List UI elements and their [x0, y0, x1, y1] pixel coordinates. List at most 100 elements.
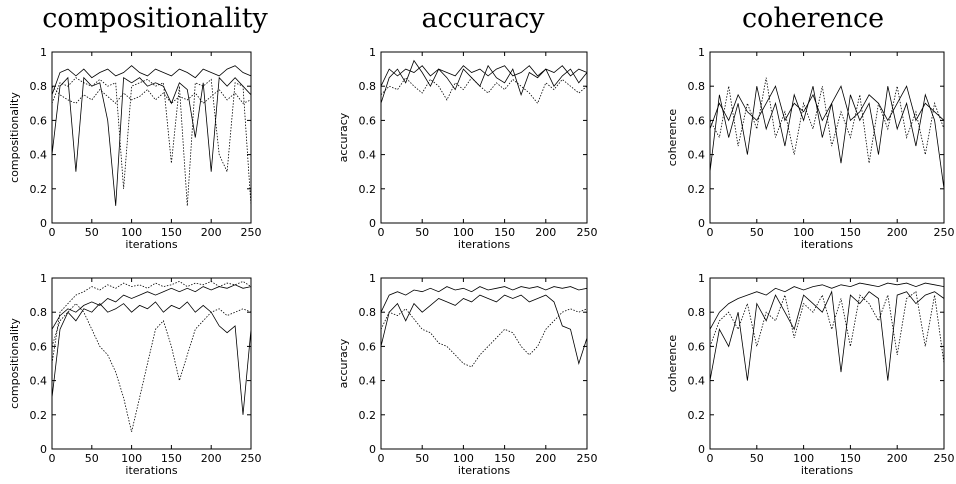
- x-tick-label: 0: [707, 226, 714, 239]
- y-tick-label: 0.2: [359, 409, 377, 422]
- y-tick-label: 1: [40, 46, 47, 59]
- series-line-2: [380, 77, 588, 105]
- chart-panel-bottom-right: 0 50 100 150 200 250 0 0.2 0.4 0.6 0.8 1 iterations c…: [666, 272, 955, 477]
- x-tick-label: 50: [750, 452, 764, 465]
- x-axis-label: iterations: [801, 238, 853, 251]
- x-tick-label: 100: [793, 226, 814, 239]
- y-tick-label: 0.6: [688, 340, 706, 353]
- x-tick-label: 250: [241, 226, 262, 239]
- plot-frame: [51, 277, 252, 450]
- y-tick-label: 0.8: [359, 306, 377, 319]
- y-tick-label: 0.4: [688, 375, 706, 388]
- y-tick-label: 0.8: [30, 306, 48, 319]
- y-tick-label: 0.2: [688, 183, 706, 196]
- plot-frame: [51, 51, 252, 224]
- x-tick-label: 200: [887, 226, 908, 239]
- y-axis-label: accuracy: [337, 112, 350, 162]
- y-tick-label: 0.4: [688, 149, 706, 162]
- series-line-3: [380, 65, 588, 87]
- series-line-2: [709, 77, 945, 164]
- x-tick-label: 0: [378, 452, 385, 465]
- x-tick-label: 200: [201, 452, 222, 465]
- series-line-4: [51, 284, 252, 330]
- x-axis-label: iterations: [458, 464, 510, 477]
- x-tick-label: 50: [85, 452, 99, 465]
- series-line-1: [380, 59, 588, 104]
- y-tick-label: 0.8: [359, 80, 377, 93]
- series-line-1: [51, 301, 252, 415]
- y-tick-label: 1: [369, 46, 376, 59]
- column-title-coherence: coherence: [742, 3, 884, 34]
- series-line-1: [380, 294, 588, 365]
- x-tick-label: 0: [49, 226, 56, 239]
- series-line-4: [51, 85, 252, 104]
- x-tick-label: 150: [494, 452, 515, 465]
- y-tick-label: 0: [40, 217, 47, 230]
- y-tick-label: 0.4: [30, 149, 48, 162]
- series-line-1: [709, 290, 945, 381]
- x-tick-label: 200: [535, 452, 556, 465]
- series-line-2: [51, 303, 252, 432]
- y-axis-label: coherence: [666, 335, 679, 393]
- y-tick-label: 0: [698, 217, 705, 230]
- x-tick-label: 100: [453, 452, 474, 465]
- y-tick-label: 0.8: [688, 80, 706, 93]
- series-line-2: [709, 290, 945, 364]
- y-tick-label: 0: [40, 443, 47, 456]
- x-axis-label: iterations: [125, 464, 177, 477]
- y-tick-label: 0: [698, 443, 705, 456]
- plot-frame: [380, 277, 588, 450]
- y-tick-label: 1: [40, 272, 47, 285]
- series-line-3: [709, 282, 945, 330]
- y-tick-label: 0.2: [30, 183, 48, 196]
- y-tick-label: 1: [698, 46, 705, 59]
- x-tick-label: 150: [840, 452, 861, 465]
- x-tick-label: 150: [840, 226, 861, 239]
- series-line-3: [709, 85, 945, 130]
- series-line-3: [51, 280, 252, 364]
- series-line-3: [380, 286, 588, 313]
- x-tick-label: 150: [161, 452, 182, 465]
- y-tick-label: 0.6: [688, 114, 706, 127]
- y-tick-label: 0: [369, 443, 376, 456]
- series-line-2: [380, 308, 588, 368]
- y-tick-label: 1: [698, 272, 705, 285]
- x-tick-label: 0: [378, 226, 385, 239]
- x-tick-label: 250: [934, 226, 955, 239]
- y-tick-label: 0.6: [359, 114, 377, 127]
- x-tick-label: 100: [121, 452, 142, 465]
- y-axis-label: accuracy: [337, 338, 350, 388]
- x-tick-label: 50: [85, 226, 99, 239]
- x-tick-label: 200: [887, 452, 908, 465]
- plot-frame: [380, 51, 588, 224]
- x-axis-label: iterations: [125, 238, 177, 251]
- x-tick-label: 0: [49, 452, 56, 465]
- x-tick-label: 200: [535, 226, 556, 239]
- x-tick-label: 50: [415, 226, 429, 239]
- chart-panel-top-left: 0 50 100 150 200 250 0 0.2 0.4 0.6 0.8 1 iterations c…: [8, 46, 262, 251]
- chart-panel-top-right: 0 50 100 150 200 250 0 0.2 0.4 0.6 0.8 1 iterations c…: [666, 46, 955, 251]
- x-tick-label: 250: [241, 452, 262, 465]
- chart-panel-bottom-middle: 0 50 100 150 200 250 0 0.2 0.4 0.6 0.8 1 iterations a…: [337, 272, 598, 477]
- x-tick-label: 100: [793, 452, 814, 465]
- x-axis-label: iterations: [801, 464, 853, 477]
- column-title-compositionality: compositionality: [42, 3, 268, 34]
- x-tick-label: 100: [121, 226, 142, 239]
- y-axis-label: compositionality: [8, 92, 21, 183]
- x-tick-label: 150: [494, 226, 515, 239]
- x-tick-label: 0: [707, 452, 714, 465]
- chart-panels: 0 50 100 150 200 25000.20.40.60.81iterationsc…: [8, 46, 955, 477]
- y-tick-label: 0.2: [359, 183, 377, 196]
- chart-panel-bottom-left: 0 50 100 150 200 250 0 0.2 0.4 0.6 0.8 1 iterations c…: [8, 272, 262, 477]
- y-tick-label: 0.4: [359, 149, 377, 162]
- plot-frame: [709, 277, 945, 450]
- series-line-3: [51, 65, 252, 95]
- x-tick-label: 50: [415, 452, 429, 465]
- y-tick-label: 0.4: [30, 375, 48, 388]
- x-tick-label: 50: [750, 226, 764, 239]
- y-tick-label: 0.2: [688, 409, 706, 422]
- y-tick-label: 0.6: [30, 114, 48, 127]
- x-tick-label: 200: [201, 226, 222, 239]
- x-tick-label: 100: [453, 226, 474, 239]
